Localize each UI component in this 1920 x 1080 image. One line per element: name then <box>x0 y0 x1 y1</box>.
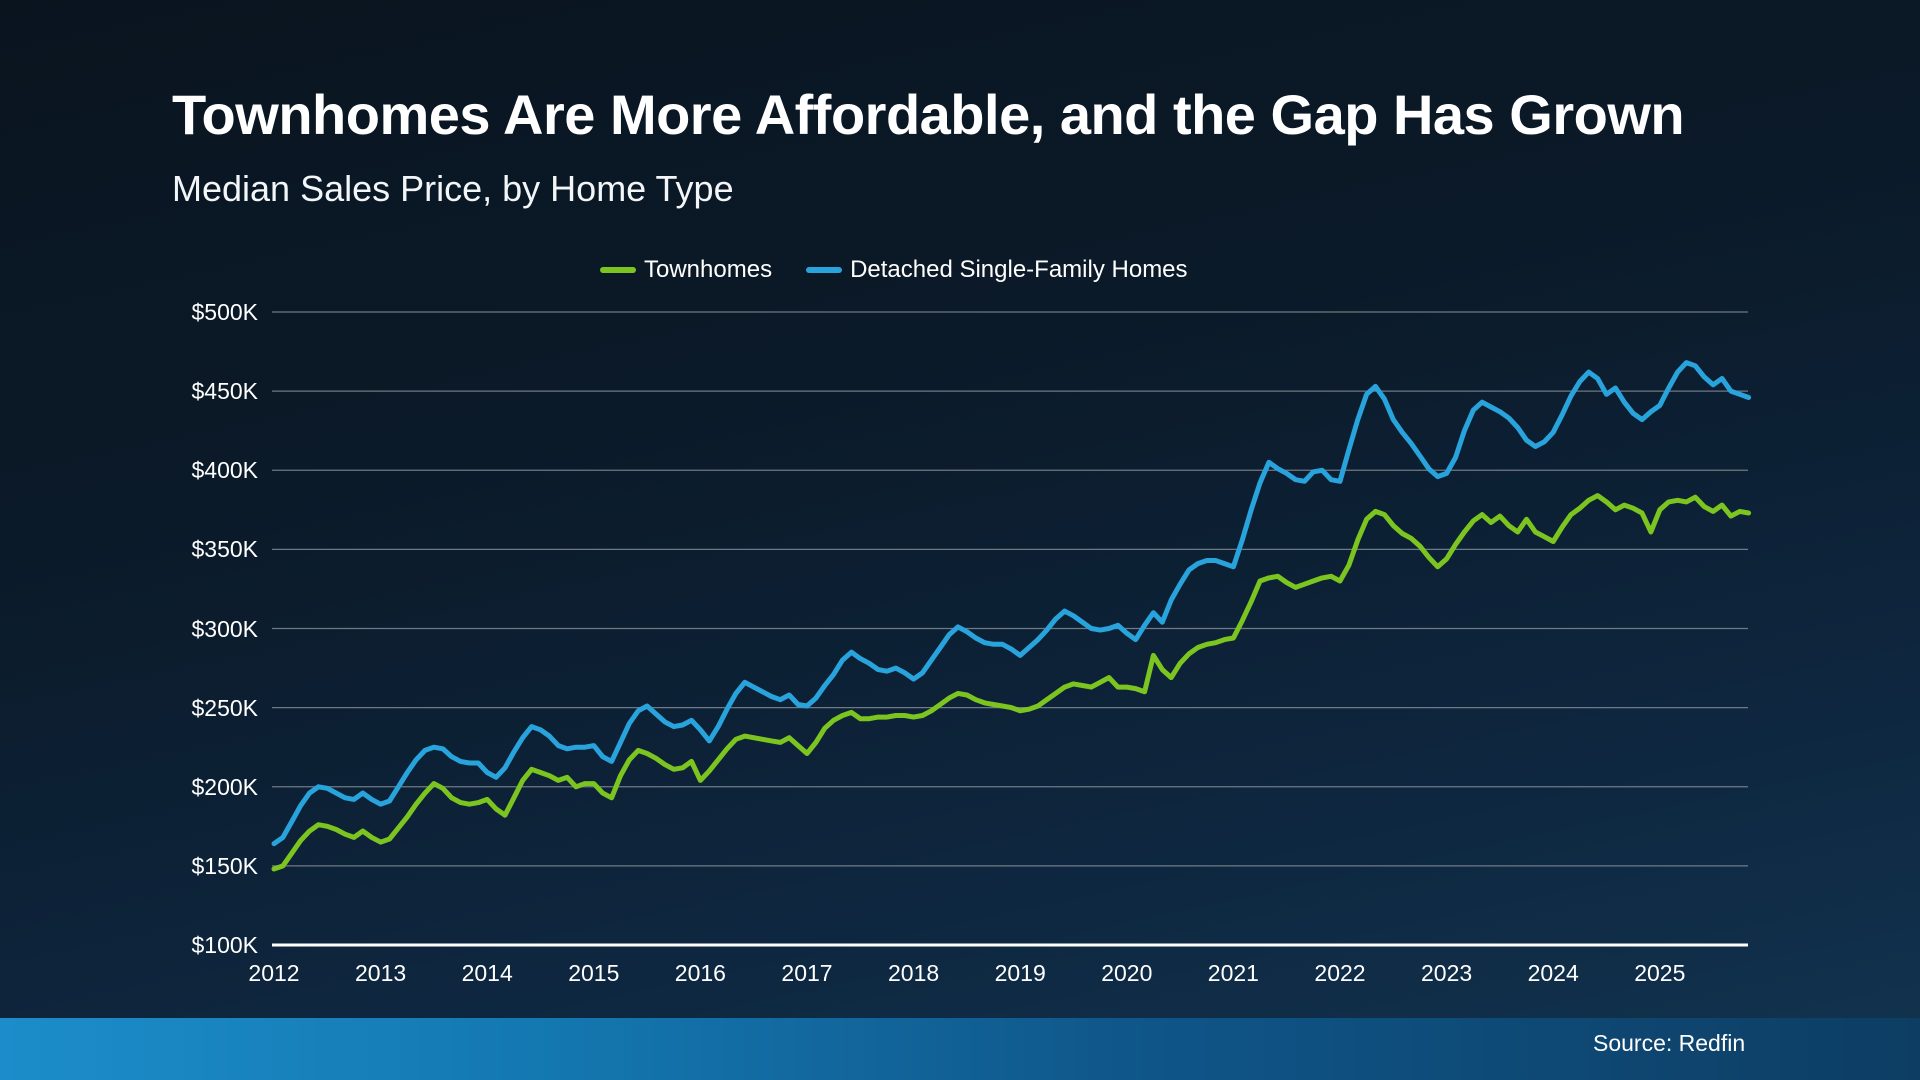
y-axis-labels: $100K $150K $200K $250K $300K $350K $400K $450K… <box>0 0 258 1080</box>
source-label: Source: Redfin <box>1593 1030 1746 1056</box>
y-axis-tick-label: $100K <box>191 932 258 958</box>
legend-label-townhomes: Townhomes <box>644 256 773 283</box>
x-axis-tick-label: 2019 <box>994 960 1046 986</box>
x-axis-tick-label: 2014 <box>461 960 513 986</box>
x-axis-labels: 2012 2013 2014 2015 2016 2017 2018 2019 2020 2021… <box>0 960 1920 990</box>
x-axis-tick-label: 2013 <box>355 960 407 986</box>
x-axis-tick-label: 2012 <box>248 960 300 986</box>
y-axis-tick-label: $500K <box>191 299 258 325</box>
line-townhomes <box>271 493 1752 872</box>
legend-item-townhomes: Townhomes <box>600 256 772 284</box>
x-axis-tick-label: 2016 <box>674 960 726 986</box>
footer-bar <box>0 1018 1920 1080</box>
x-axis-tick-label: 2024 <box>1527 960 1579 986</box>
line-detached-single-family-homes <box>271 360 1752 847</box>
legend: Townhomes Detached Single-Family Homes <box>600 256 1188 284</box>
legend-item-detached: Detached Single-Family Homes <box>806 256 1188 284</box>
y-axis-tick-label: $400K <box>191 457 258 484</box>
x-axis-tick-label: 2022 <box>1314 960 1366 986</box>
y-axis-tick-label: $450K <box>191 378 258 405</box>
y-axis-tick-label: $150K <box>191 852 258 879</box>
townhomes-line-swatch <box>600 267 636 273</box>
y-axis-tick-label: $300K <box>191 615 258 642</box>
x-axis-tick-label: 2018 <box>888 960 940 986</box>
page-title: Townhomes Are More Affordable, and the G… <box>172 83 1685 146</box>
y-axis-tick-label: $200K <box>191 773 258 800</box>
y-axis-tick-label: $250K <box>191 694 258 721</box>
x-axis-tick-label: 2020 <box>1101 960 1153 986</box>
x-axis-tick-label: 2015 <box>568 960 620 986</box>
x-axis-tick-label: 2023 <box>1421 960 1473 986</box>
x-axis-tick-label: 2017 <box>781 960 833 986</box>
x-axis-tick-label: 2025 <box>1634 960 1686 986</box>
detached-line-swatch <box>806 267 843 273</box>
x-axis-tick-label: 2021 <box>1207 960 1259 986</box>
y-axis-tick-label: $350K <box>191 536 258 563</box>
legend-label-detached: Detached Single-Family Homes <box>850 256 1188 283</box>
page-subtitle: Median Sales Price, by Home Type <box>172 168 734 209</box>
